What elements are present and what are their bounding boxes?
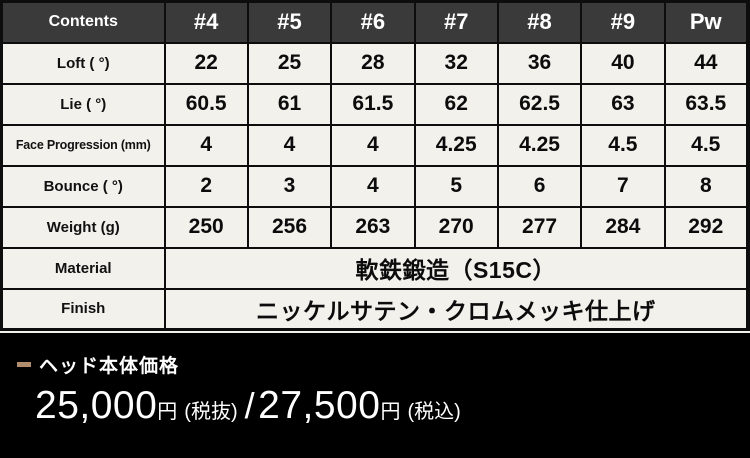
price-excl-tax-value: 25,000 [35, 384, 158, 427]
spec-cell: 3 [246, 164, 333, 208]
spec-cell: 40 [580, 41, 666, 85]
spec-cell: 25 [246, 41, 333, 85]
spec-cell: 263 [330, 205, 416, 249]
row-label: Bounce ( °) [0, 164, 166, 208]
spec-cell: 62 [413, 82, 499, 126]
spec-cell: 4.5 [580, 123, 666, 167]
table-row-bounce: Bounce ( °) 2 3 4 5 6 7 8 [0, 164, 750, 208]
spec-cell: 61.5 [330, 82, 416, 126]
spec-cell: 4 [163, 123, 249, 167]
header-cell-6: #6 [330, 0, 416, 44]
spec-cell: 4 [330, 164, 416, 208]
spec-cell: 44 [663, 41, 750, 85]
row-label: Finish [0, 287, 166, 331]
header-cell-pw: Pw [663, 0, 750, 44]
price-incl-tax-value: 27,500 [258, 384, 381, 427]
price-heading: ヘッド本体価格 [39, 356, 180, 377]
tax-incl-label: (税込) [407, 401, 461, 423]
row-label: Loft ( °) [0, 41, 166, 85]
spec-cell: 8 [663, 164, 750, 208]
spec-cell: 7 [580, 164, 666, 208]
finish-value: ニッケルサテン・クロムメッキ仕上げ [163, 287, 750, 331]
spec-cell: 256 [246, 205, 333, 249]
row-label: Face Progression (mm) [0, 123, 166, 167]
header-cell-5: #5 [246, 0, 333, 44]
tax-excl-label: (税抜) [184, 401, 238, 423]
header-row: Contents #4 #5 #6 #7 #8 #9 Pw [0, 0, 750, 44]
spec-cell: 36 [496, 41, 583, 85]
spec-cell: 4 [246, 123, 333, 167]
price-line: 25,000 円 (税抜) / 27,500 円 (税込) [35, 384, 750, 428]
spec-cell: 4.25 [413, 123, 499, 167]
spec-cell: 22 [163, 41, 249, 85]
spec-cell: 63 [580, 82, 666, 126]
spec-cell: 250 [163, 205, 249, 249]
spec-cell: 28 [330, 41, 416, 85]
header-cell-7: #7 [413, 0, 499, 44]
spec-cell: 4 [330, 123, 416, 167]
header-cell-4: #4 [163, 0, 249, 44]
spec-cell: 284 [580, 205, 666, 249]
yen-unit-label: 円 [157, 401, 178, 423]
spec-cell: 6 [496, 164, 583, 208]
table-row-finish: Finish ニッケルサテン・クロムメッキ仕上げ [0, 287, 750, 331]
header-cell-8: #8 [496, 0, 583, 44]
spec-table: Contents #4 #5 #6 #7 #8 #9 Pw Loft ( °) … [0, 0, 750, 331]
spec-cell: 62.5 [496, 82, 583, 126]
header-cell-9: #9 [580, 0, 666, 44]
yen-unit-label: 円 [380, 401, 401, 423]
spec-cell: 4.5 [663, 123, 750, 167]
table-row-material: Material 軟鉄鍛造（S15C） [0, 246, 750, 290]
table-row-loft: Loft ( °) 22 25 28 32 36 40 44 [0, 41, 750, 85]
row-label: Lie ( °) [0, 82, 166, 126]
spec-cell: 292 [663, 205, 750, 249]
spec-cell: 60.5 [163, 82, 249, 126]
spec-cell: 61 [246, 82, 333, 126]
material-value: 軟鉄鍛造（S15C） [163, 246, 750, 290]
table-row-lie: Lie ( °) 60.5 61 61.5 62 62.5 63 63.5 [0, 82, 750, 126]
row-label: Material [0, 246, 166, 290]
price-separator: / [244, 385, 256, 426]
spec-cell: 2 [163, 164, 249, 208]
spec-cell: 4.25 [496, 123, 583, 167]
spec-cell: 32 [413, 41, 499, 85]
table-row-weight: Weight (g) 250 256 263 270 277 284 292 [0, 205, 750, 249]
header-cell-contents: Contents [0, 0, 166, 44]
spec-cell: 270 [413, 205, 499, 249]
price-section: ヘッド本体価格 25,000 円 (税抜) / 27,500 円 (税込) [0, 333, 750, 441]
row-label: Weight (g) [0, 205, 166, 249]
spec-table-area: Contents #4 #5 #6 #7 #8 #9 Pw Loft ( °) … [0, 0, 750, 333]
spec-cell: 63.5 [663, 82, 750, 126]
price-heading-row: ヘッド本体価格 [17, 351, 750, 378]
table-row-face-progression: Face Progression (mm) 4 4 4 4.25 4.25 4.… [0, 123, 750, 167]
bullet-dash-icon [17, 362, 31, 367]
spec-cell: 5 [413, 164, 499, 208]
spec-cell: 277 [496, 205, 583, 249]
